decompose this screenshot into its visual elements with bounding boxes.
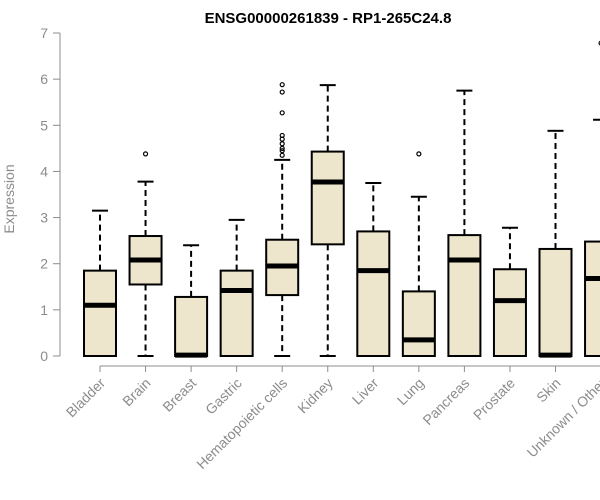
outlier-point xyxy=(279,152,285,158)
box-10 xyxy=(538,129,573,358)
chart-title: ENSG00000261839 - RP1-265C24.8 xyxy=(205,10,452,27)
y-tick-label: 3 xyxy=(40,210,48,226)
box-series xyxy=(83,40,600,358)
outlier-point xyxy=(416,151,422,157)
box-iqr xyxy=(356,230,391,358)
outlier-point xyxy=(279,89,285,95)
x-tick-label: Breast xyxy=(159,375,199,415)
x-tick-label: Kidney xyxy=(294,375,336,417)
box-4 xyxy=(265,82,300,357)
y-tick-label: 4 xyxy=(40,163,48,179)
box-6 xyxy=(356,181,391,358)
x-tick-label: Gastric xyxy=(202,375,245,418)
y-axis: 0 1 2 3 4 5 6 7 xyxy=(40,25,61,364)
x-tick-label: Pancreas xyxy=(419,375,472,428)
outlier-point xyxy=(279,148,285,154)
y-tick-label: 1 xyxy=(40,302,48,318)
outlier-point xyxy=(598,40,600,46)
box-iqr xyxy=(447,234,482,357)
y-tick-label: 5 xyxy=(40,117,48,133)
outlier-point xyxy=(142,151,149,157)
box-iqr xyxy=(83,269,117,357)
x-tick-label: Lung xyxy=(394,375,427,408)
box-3 xyxy=(219,218,254,357)
box-5 xyxy=(310,84,345,357)
x-tick-label: Brain xyxy=(119,375,153,409)
x-tick-label: Prostate xyxy=(470,375,518,423)
box-iqr xyxy=(584,240,600,358)
box-8 xyxy=(447,89,482,357)
box-7 xyxy=(401,151,436,357)
x-tick-label: Liver xyxy=(349,375,382,408)
box-iqr xyxy=(174,295,209,357)
y-axis-label: Expression xyxy=(1,164,17,233)
box-iqr xyxy=(401,290,436,357)
box-9 xyxy=(492,226,527,358)
outlier-point xyxy=(279,132,285,139)
x-tick-label: Bladder xyxy=(63,375,109,421)
x-tick-label: Skin xyxy=(533,375,564,406)
y-tick-label: 7 xyxy=(40,25,48,41)
x-tick-label: Hematopoietic cells xyxy=(193,375,290,472)
y-tick-label: 6 xyxy=(40,71,48,87)
outlier-point xyxy=(279,82,285,88)
y-tick-label: 2 xyxy=(40,256,48,272)
outlier-point xyxy=(279,141,285,147)
box-2 xyxy=(174,244,209,358)
outlier-point xyxy=(279,110,285,116)
box-iqr xyxy=(492,268,527,358)
y-tick-label: 0 xyxy=(40,348,48,364)
outlier-point xyxy=(279,145,285,151)
box-11 xyxy=(584,40,600,358)
box-iqr xyxy=(538,247,573,358)
box-1 xyxy=(128,151,163,357)
box-iqr xyxy=(310,150,345,246)
box-0 xyxy=(83,209,117,357)
box-iqr xyxy=(219,269,254,357)
